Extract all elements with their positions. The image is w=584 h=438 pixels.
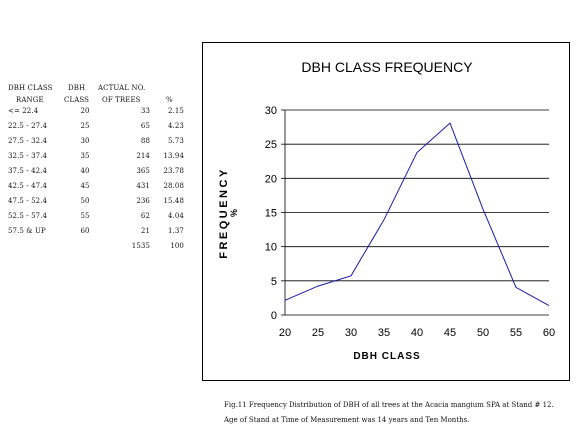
cell-trees: 88 xyxy=(140,137,150,145)
y-axis-unit: % xyxy=(229,209,239,217)
header-class: CLASS xyxy=(64,95,90,104)
cell-trees: 431 xyxy=(136,182,150,190)
header-dbh-class: DBH CLASS xyxy=(8,84,53,92)
y-tick-labels: 0 5 10 15 20 25 30 xyxy=(265,105,277,322)
cell-percent: 23.78 xyxy=(163,167,184,175)
y-tick-label: 25 xyxy=(265,139,277,151)
cell-range: 27.5 - 32.4 xyxy=(8,137,48,145)
caption-line-1: Fig.11 Frequency Distribution of DBH of … xyxy=(224,401,554,409)
x-tick-label: 20 xyxy=(279,327,291,339)
cell-range: 52.5 - 57.4 xyxy=(8,212,48,220)
y-tick-label: 0 xyxy=(271,310,277,322)
y-tick-label: 5 xyxy=(271,276,277,288)
x-tick-label: 30 xyxy=(345,327,357,339)
cell-percent: 28.08 xyxy=(163,182,184,190)
y-axis-label: FREQUENCY xyxy=(218,167,230,259)
cell-trees: 33 xyxy=(140,107,150,115)
header-dbh: DBH xyxy=(68,84,86,92)
cell-range: 22.5 - 27.4 xyxy=(8,122,48,130)
series-line xyxy=(284,122,550,307)
x-axis-label: DBH CLASS xyxy=(353,351,420,362)
series-frequency xyxy=(284,122,550,307)
cell-class: 45 xyxy=(80,182,90,190)
header-range: RANGE xyxy=(16,95,44,104)
cell-trees: 214 xyxy=(136,152,150,160)
cell-range: 47.5 - 52.4 xyxy=(8,197,48,205)
y-tick-label: 20 xyxy=(265,173,277,185)
cell-class: 35 xyxy=(80,152,90,160)
cell-percent: 13.94 xyxy=(163,152,184,160)
cell-class: 55 xyxy=(80,212,90,220)
y-tick-label: 10 xyxy=(265,242,277,254)
figure-caption: Fig.11 Frequency Distribution of DBH of … xyxy=(224,398,554,428)
axes xyxy=(281,109,549,316)
x-tick-label: 55 xyxy=(510,327,522,339)
cell-class: 30 xyxy=(80,137,90,145)
x-tick-label: 35 xyxy=(378,327,390,339)
caption-line-2: Age of Stand at Time of Measurement was … xyxy=(224,416,470,424)
line-chart: DBH CLASS FREQUENCY 0 5 10 15 20 25 30 20 25 30 3… xyxy=(218,59,555,362)
cell-percent: 1.37 xyxy=(168,227,184,235)
header-of-trees: OF TREES xyxy=(102,95,141,104)
cell-percent: 2.15 xyxy=(168,107,184,115)
cell-trees: 365 xyxy=(136,167,150,175)
cell-trees: 62 xyxy=(140,212,150,220)
cell-range: <= 22.4 xyxy=(8,107,39,115)
cell-trees: 21 xyxy=(140,227,150,235)
total-trees: 1535 xyxy=(131,242,150,250)
cell-class: 20 xyxy=(80,107,90,115)
cell-class: 40 xyxy=(80,167,90,175)
cell-percent: 4.04 xyxy=(168,212,184,220)
cell-range: 42.5 - 47.4 xyxy=(8,182,48,190)
chart-frame: DBH CLASS FREQUENCY 0 5 10 15 20 25 30 20 25 30 3… xyxy=(202,42,570,381)
gridlines xyxy=(285,109,549,282)
header-actual-no: ACTUAL NO. xyxy=(98,84,146,92)
y-tick-label: 30 xyxy=(265,105,277,117)
x-tick-label: 45 xyxy=(444,327,456,339)
cell-range: 37.5 - 42.4 xyxy=(8,167,48,175)
cell-class: 50 xyxy=(80,197,90,205)
cell-range: 32.5 - 37.4 xyxy=(8,152,48,160)
x-tick-label: 40 xyxy=(411,327,423,339)
cell-percent: 15.48 xyxy=(163,197,184,205)
x-tick-label: 50 xyxy=(477,327,489,339)
x-tick-label: 25 xyxy=(312,327,324,339)
x-tick-labels: 20 25 30 35 40 45 50 55 60 xyxy=(279,327,555,339)
chart-title: DBH CLASS FREQUENCY xyxy=(301,59,473,75)
x-tick-label: 60 xyxy=(543,327,555,339)
cell-percent: 5.73 xyxy=(168,137,184,145)
cell-class: 60 xyxy=(80,227,90,235)
cell-trees: 65 xyxy=(140,122,150,130)
header-percent: % xyxy=(166,95,173,104)
cell-percent: 4.23 xyxy=(168,122,184,130)
total-percent: 100 xyxy=(170,242,184,250)
y-tick-label: 15 xyxy=(265,208,277,220)
cell-range: 57.5 & UP xyxy=(8,227,46,235)
cell-class: 25 xyxy=(80,122,90,130)
cell-trees: 236 xyxy=(136,197,150,205)
